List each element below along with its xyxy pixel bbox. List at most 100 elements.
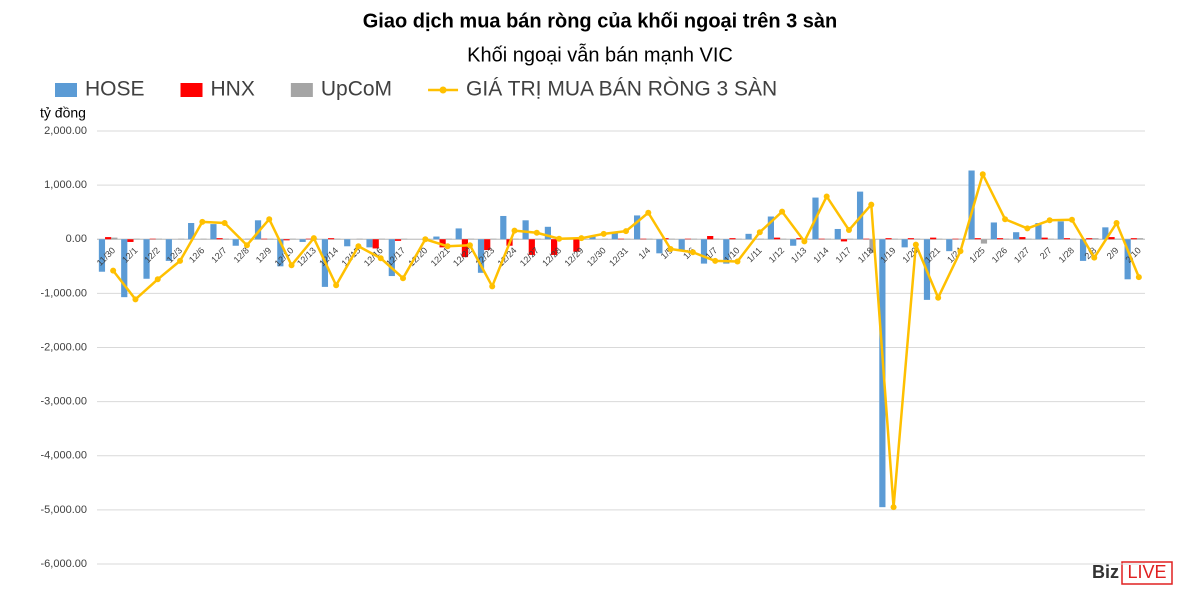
bar [729, 238, 736, 240]
bar [1092, 238, 1099, 240]
watermark-left: Biz [1092, 562, 1119, 582]
x-tick-label: 1/27 [1012, 245, 1031, 264]
bar [601, 238, 609, 240]
bar [261, 238, 268, 240]
x-tick-label: 2/9 [1105, 245, 1121, 261]
bar [468, 238, 475, 240]
bar [1102, 227, 1109, 240]
bar [646, 238, 653, 240]
bar [477, 239, 485, 273]
bar [856, 191, 864, 240]
bar [121, 239, 128, 298]
bar [394, 239, 402, 241]
legend-swatch [55, 83, 77, 97]
y-tick-label: -1,000.00 [41, 287, 87, 299]
bar [700, 239, 708, 264]
bar [210, 224, 217, 240]
x-tick-label: 12/7 [209, 245, 228, 264]
line-point [645, 209, 652, 216]
line-point [890, 504, 897, 511]
bar [1047, 238, 1054, 240]
y-tick-label: 1,000.00 [44, 179, 87, 191]
line-point [110, 267, 117, 274]
bar [723, 239, 730, 264]
bar [901, 239, 908, 248]
bar [1086, 238, 1093, 240]
line-point [132, 296, 139, 303]
bar [1108, 237, 1115, 240]
bar [690, 238, 698, 240]
x-tick-label: 1/28 [1057, 245, 1076, 264]
line-point [489, 283, 496, 290]
bar [767, 216, 774, 240]
x-tick-label: 12/8 [232, 245, 251, 264]
legend-dot [439, 86, 447, 94]
line-point [756, 229, 763, 236]
bar [133, 238, 140, 240]
bar [366, 239, 373, 248]
line-point [243, 242, 250, 249]
bar [232, 239, 239, 246]
bar [990, 222, 997, 240]
legend-label: HNX [211, 78, 255, 101]
line-point [667, 245, 674, 252]
line-point [734, 258, 741, 265]
legend-label: UpCoM [321, 78, 392, 101]
line-point [310, 235, 317, 242]
bar [1019, 237, 1026, 240]
y-tick-label: 2,000.00 [44, 125, 87, 137]
bar [378, 238, 386, 240]
y-tick-label: 0.00 [66, 233, 87, 245]
y-tick-label: -3,000.00 [41, 396, 87, 408]
bar [885, 238, 892, 240]
bar [344, 239, 351, 247]
line-point [400, 275, 407, 282]
bar [840, 239, 848, 242]
line-point [377, 255, 384, 262]
bar [299, 239, 306, 242]
bar [528, 239, 535, 255]
x-tick-label: 12/28 [540, 245, 563, 268]
line-point [556, 235, 563, 242]
bar [149, 238, 156, 240]
line-point [600, 230, 607, 237]
bar [188, 223, 195, 240]
line-point [422, 236, 429, 243]
bar [200, 238, 207, 240]
bar [656, 239, 663, 254]
bar [484, 239, 491, 251]
bar [684, 238, 691, 240]
bar [834, 228, 841, 240]
bar [1003, 238, 1010, 240]
bar [461, 239, 469, 258]
bar [980, 239, 988, 244]
legend-label: HOSE [85, 78, 145, 101]
bar [879, 239, 886, 508]
bar [216, 238, 223, 240]
line-point [689, 249, 696, 256]
x-tick-label: 12/31 [607, 245, 630, 268]
bar [551, 239, 558, 255]
bar [1079, 239, 1087, 261]
y-tick-label: -2,000.00 [41, 341, 87, 353]
bar [178, 238, 185, 240]
bar [1013, 232, 1020, 240]
bar [372, 239, 379, 249]
bar [1124, 239, 1131, 280]
bar [155, 238, 163, 240]
x-tick-label: 12/9 [254, 245, 273, 264]
line-point [333, 282, 340, 289]
bar [1070, 238, 1077, 240]
line-point [868, 201, 875, 208]
line-point [1024, 225, 1031, 232]
x-tick-label: 1/17 [834, 245, 853, 264]
line-point [578, 235, 585, 242]
bar [143, 239, 150, 279]
bar [958, 238, 965, 240]
line-point [779, 208, 786, 215]
bar [913, 238, 921, 240]
chart-subtitle: Khối ngoại vẫn bán mạnh VIC [467, 43, 733, 66]
bar [277, 239, 284, 267]
x-tick-label: 1/26 [990, 245, 1009, 264]
